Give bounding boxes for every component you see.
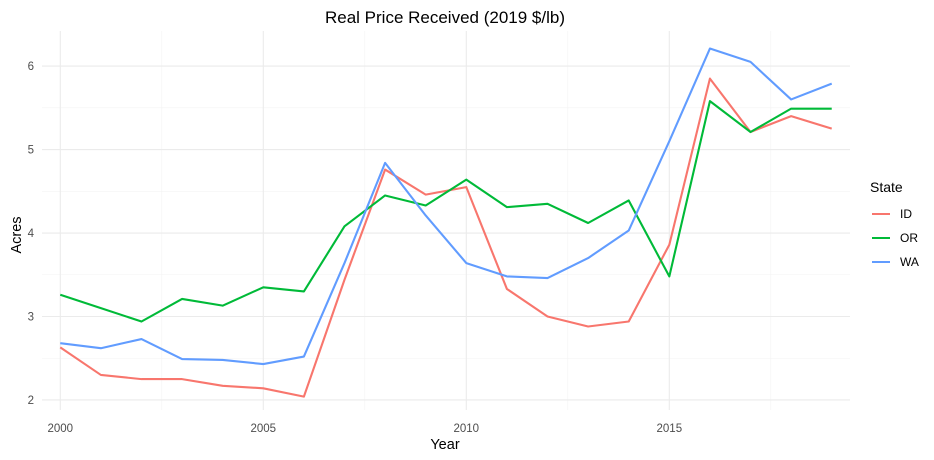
y-tick-label: 4 xyxy=(28,228,35,240)
chart-title: Real Price Received (2019 $/lb) xyxy=(325,8,565,27)
legend: State ID OR WA xyxy=(870,179,919,269)
axis-labels: 2 3 4 5 6 2000 2005 2010 2015 xyxy=(28,61,683,435)
y-tick-label: 5 xyxy=(28,145,34,157)
series-line-wa xyxy=(60,47,833,366)
series-line-or xyxy=(59,100,832,323)
x-tick-label: 2000 xyxy=(47,423,73,435)
x-tick-label: 2005 xyxy=(250,423,276,435)
legend-items: ID OR WA xyxy=(872,207,919,269)
series-lines xyxy=(59,47,833,398)
x-tick-label: 2010 xyxy=(454,423,480,435)
legend-label-id: ID xyxy=(900,207,912,221)
legend-label-wa: WA xyxy=(900,255,919,269)
legend-title: State xyxy=(870,179,903,195)
series-line-id xyxy=(59,77,833,398)
y-axis-title: Acres xyxy=(9,216,25,253)
grid-lines xyxy=(42,31,850,410)
y-tick-label: 3 xyxy=(28,312,34,324)
y-tick-label: 6 xyxy=(28,61,34,73)
x-axis-title: Year xyxy=(430,437,459,453)
x-tick-label: 2015 xyxy=(657,423,683,435)
legend-label-or: OR xyxy=(900,231,918,245)
y-tick-label: 2 xyxy=(28,395,34,407)
